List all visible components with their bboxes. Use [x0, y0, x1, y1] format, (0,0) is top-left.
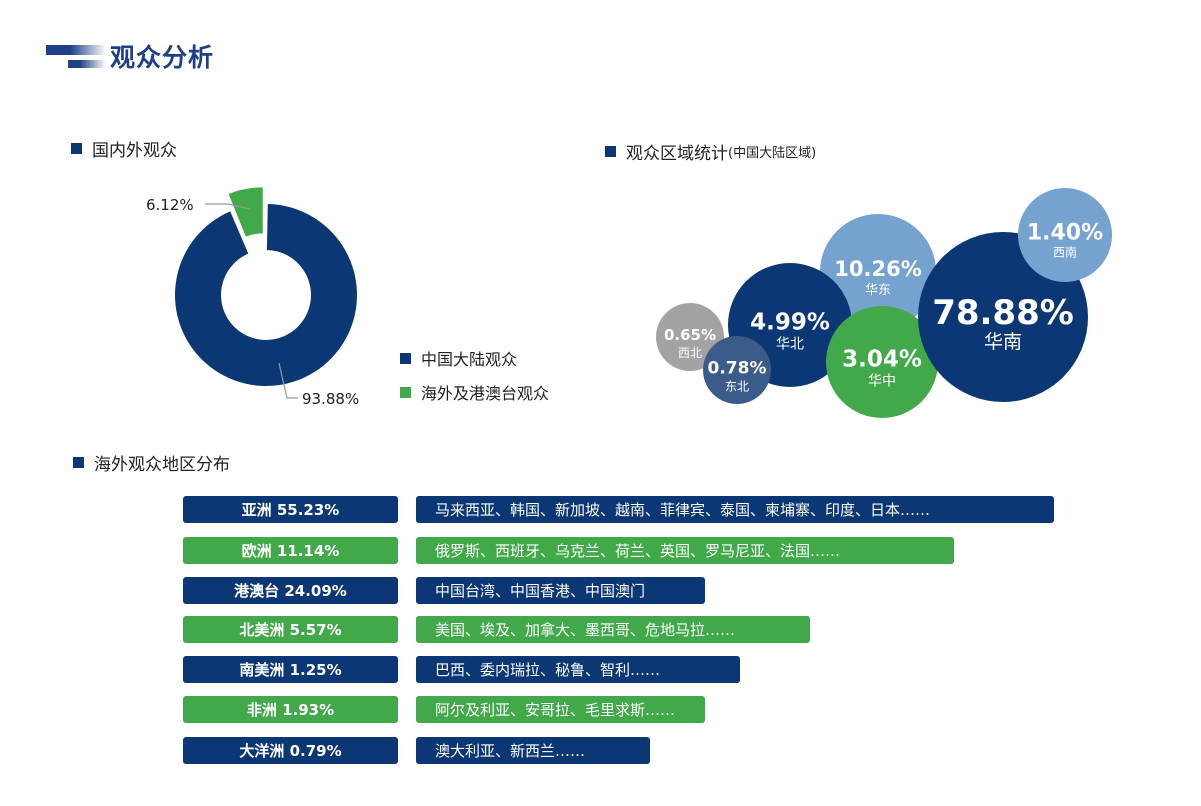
- bubble-region: 华北: [776, 337, 804, 353]
- bubble: [820, 214, 936, 330]
- legend-label: 中国大陆观众: [421, 350, 518, 369]
- bubble-region: 东北: [725, 379, 749, 393]
- region-countries: 中国台湾、中国香港、中国澳门: [416, 577, 705, 604]
- donut-slice: [175, 204, 357, 386]
- region-label: 南美洲 1.25%: [183, 656, 398, 683]
- bubble-region: 西南: [1053, 244, 1077, 259]
- section-title-text: 海外观众地区分布: [94, 455, 230, 475]
- bubble-value: 0.78%: [708, 358, 767, 378]
- leader-line: [278, 362, 298, 399]
- bubble-region: 华东: [865, 283, 891, 298]
- legend-item-mainland: 中国大陆观众: [400, 346, 517, 370]
- section-subtitle: (中国大陆区域): [728, 146, 817, 161]
- region-countries: 澳大利亚、新西兰……: [416, 737, 650, 764]
- legend-swatch: [400, 386, 411, 398]
- section-title-overseas-distribution: 海外观众地区分布: [73, 450, 230, 475]
- region-label: 港澳台 24.09%: [183, 577, 398, 604]
- leader-line: [205, 203, 251, 210]
- region-countries: 俄罗斯、西班牙、乌克兰、荷兰、英国、罗马尼亚、法国……: [416, 537, 954, 564]
- page-title: 观众分析: [110, 43, 215, 72]
- legend-label: 海外及港澳台观众: [421, 384, 550, 403]
- bubble-value: 0.65%: [664, 326, 716, 344]
- section-title-domestic-overseas: 国内外观众: [71, 136, 177, 161]
- bubble-value: 10.26%: [834, 257, 921, 281]
- title-decoration: [46, 45, 106, 55]
- bubble-value: 3.04%: [842, 347, 922, 373]
- bubble: [703, 336, 771, 404]
- section-title-text: 观众区域统计: [626, 144, 728, 164]
- bubble-region: 华中: [868, 374, 896, 390]
- legend-item-overseas: 海外及港澳台观众: [400, 380, 549, 404]
- bubble: [826, 306, 938, 418]
- donut-slice: [228, 187, 263, 237]
- bubble-region: 西北: [678, 346, 702, 360]
- section-title-region: 观众区域统计 (中国大陆区域): [605, 139, 816, 164]
- region-countries: 巴西、委内瑞拉、秘鲁、智利……: [416, 656, 740, 683]
- bubble-region: 华南: [984, 331, 1022, 353]
- region-countries: 马来西亚、韩国、新加坡、越南、菲律宾、泰国、柬埔寨、印度、日本……: [416, 496, 1054, 523]
- region-countries: 美国、埃及、加拿大、墨西哥、危地马拉……: [416, 616, 810, 643]
- bullet-square-icon: [73, 457, 84, 468]
- region-label: 亚洲 55.23%: [183, 496, 398, 523]
- slice-label: 6.12%: [146, 196, 194, 214]
- bubble-value: 4.99%: [750, 310, 830, 336]
- bubble-value: 78.88%: [932, 293, 1074, 333]
- legend-swatch: [400, 352, 411, 364]
- slice-label: 93.88%: [302, 390, 359, 408]
- bubble: [1018, 188, 1112, 282]
- region-label: 北美洲 5.57%: [183, 616, 398, 643]
- title-decoration: [68, 60, 106, 68]
- section-title-text: 国内外观众: [92, 141, 177, 161]
- region-label: 非洲 1.93%: [183, 696, 398, 723]
- region-countries: 阿尔及利亚、安哥拉、毛里求斯……: [416, 696, 705, 723]
- bullet-square-icon: [605, 146, 616, 157]
- region-label: 大洋洲 0.79%: [183, 737, 398, 764]
- region-label: 欧洲 11.14%: [183, 537, 398, 564]
- bullet-square-icon: [71, 143, 82, 154]
- bubble-value: 1.40%: [1027, 220, 1103, 245]
